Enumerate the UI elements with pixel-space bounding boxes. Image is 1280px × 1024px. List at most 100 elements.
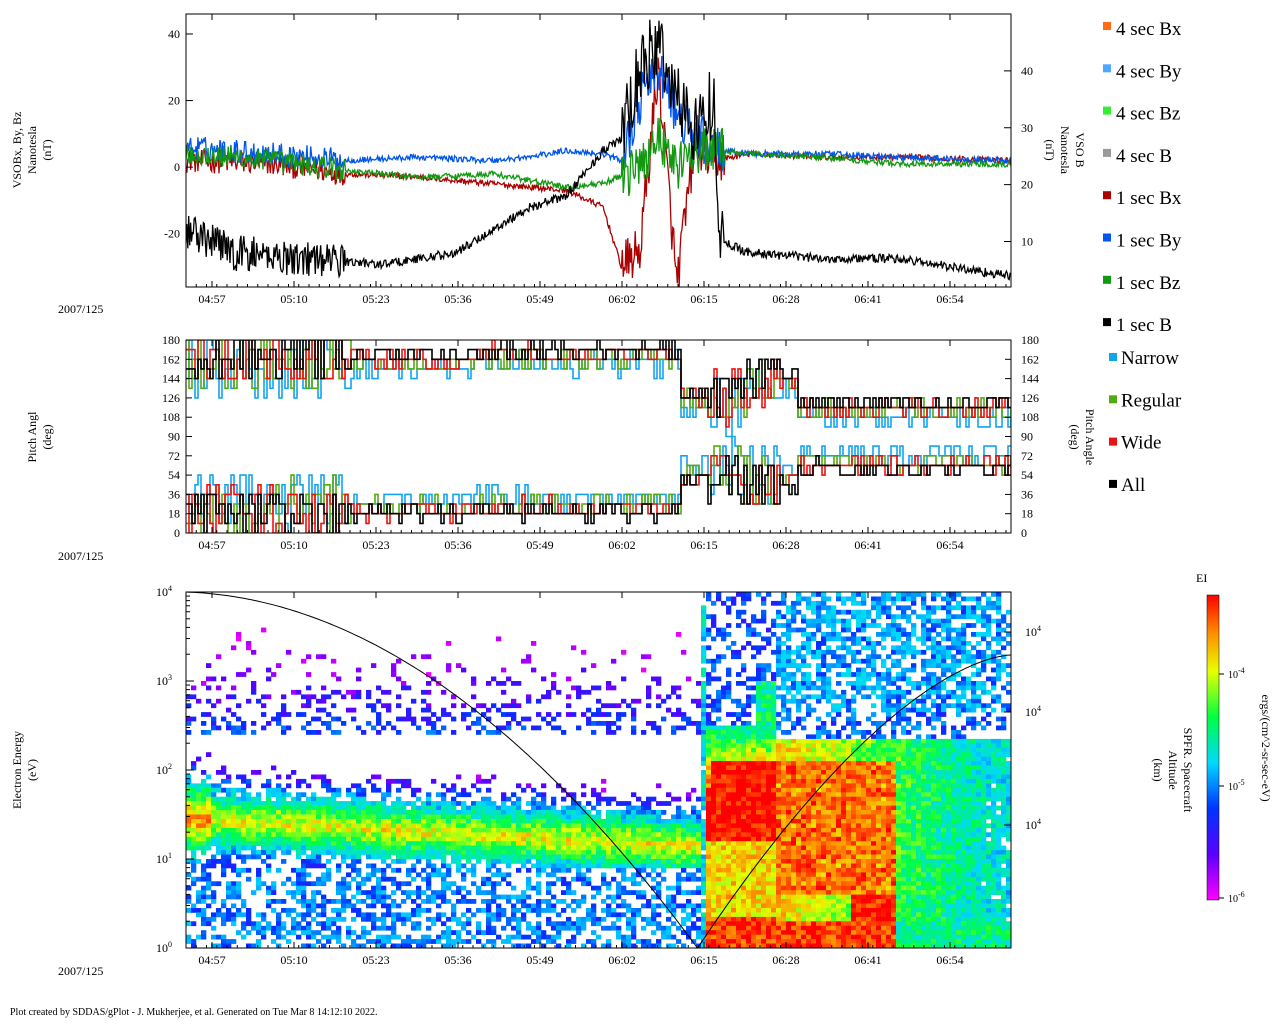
heat-cell	[296, 805, 302, 811]
heat-cell	[211, 787, 217, 793]
heat-cell	[786, 850, 792, 855]
heat-cell	[196, 756, 202, 762]
heat-cell	[191, 841, 197, 846]
heat-cell	[571, 921, 577, 927]
heat-cell	[661, 801, 667, 806]
y-right-tick-label: 108	[1021, 410, 1039, 424]
heat-cell	[786, 609, 792, 615]
heat-cell	[331, 805, 337, 811]
heat-cell	[451, 827, 457, 833]
heat-cell	[786, 792, 792, 798]
heat-cell	[596, 836, 602, 842]
heat-cell	[626, 854, 632, 860]
x-tick-label: 06:02	[608, 292, 635, 306]
heat-cell	[806, 787, 812, 793]
heat-cell	[231, 881, 237, 887]
heat-cell	[476, 805, 482, 811]
heat-cell	[591, 805, 597, 811]
heat-cell	[766, 885, 772, 891]
y-tick-label: 54	[168, 468, 180, 482]
heat-cell	[256, 770, 262, 775]
heat-cell	[631, 845, 637, 851]
heat-cell	[396, 694, 402, 700]
heat-cell	[306, 912, 312, 918]
heat-cell	[321, 832, 327, 838]
heat-cell	[621, 899, 627, 904]
heat-cell	[526, 908, 532, 913]
heat-cell	[416, 787, 422, 793]
heat-cell	[776, 943, 782, 948]
heat-cell	[266, 899, 272, 904]
heat-cell	[546, 810, 552, 815]
heat-cell	[306, 805, 312, 811]
heat-cell	[266, 694, 272, 700]
heat-cell	[306, 930, 312, 935]
heat-cell	[441, 792, 447, 798]
heat-cell	[686, 916, 692, 922]
heat-cell	[466, 930, 472, 935]
heat-cell	[301, 841, 307, 846]
heat-cell	[246, 783, 252, 789]
heat-cell	[731, 712, 737, 717]
heat-cell	[386, 841, 392, 846]
heat-cell	[771, 832, 777, 838]
heat-cell	[766, 827, 772, 833]
heat-cell	[326, 787, 332, 793]
heat-cell	[596, 921, 602, 927]
heat-cell	[471, 872, 477, 878]
heat-cell	[356, 814, 362, 820]
heat-cell	[336, 908, 342, 913]
heat-cell	[476, 930, 482, 935]
heat-cell	[316, 698, 322, 704]
heat-cell	[546, 836, 552, 842]
heat-cell	[196, 805, 202, 811]
heat-cell	[826, 618, 832, 624]
heat-cell	[266, 814, 272, 820]
heat-cell	[716, 698, 722, 704]
heat-cell	[186, 827, 192, 833]
heat-cell	[741, 778, 747, 784]
heat-cell	[776, 725, 782, 731]
heat-cell	[486, 827, 492, 833]
heat-cell	[731, 854, 737, 860]
heat-cell	[601, 827, 607, 833]
heat-cell	[526, 925, 532, 931]
heat-cell	[796, 903, 802, 909]
heat-cell	[761, 841, 767, 846]
heat-cell	[606, 721, 612, 726]
heat-cell	[821, 774, 827, 780]
heat-cell	[636, 890, 642, 895]
heat-cell	[241, 819, 247, 824]
heat-cell	[771, 836, 777, 842]
x-tick-label: 05:10	[280, 292, 307, 306]
heat-cell	[456, 899, 462, 904]
y-tick-label: 36	[168, 487, 180, 501]
heat-cell	[336, 934, 342, 940]
heat-cell	[291, 814, 297, 820]
heat-cell	[496, 681, 502, 686]
heat-cell	[816, 845, 822, 851]
heat-cell	[766, 770, 772, 775]
heat-cell	[536, 850, 542, 855]
heat-cell	[301, 876, 307, 882]
heat-cell	[196, 823, 202, 829]
heat-cell	[416, 943, 422, 948]
heat-cell	[281, 725, 287, 731]
heat-cell	[286, 908, 292, 913]
heat-cell	[371, 867, 377, 873]
heat-cell	[631, 841, 637, 846]
y-right-tick-label: 0	[1021, 526, 1027, 540]
heat-cell	[756, 836, 762, 842]
heat-cell	[451, 783, 457, 789]
heat-cell	[311, 814, 317, 820]
heat-cell	[766, 894, 772, 900]
heat-cell	[266, 921, 272, 927]
heat-cell	[746, 885, 752, 891]
heat-cell	[421, 899, 427, 904]
heat-cell	[556, 876, 562, 882]
heat-cell	[641, 805, 647, 811]
heat-cell	[471, 681, 477, 686]
heat-cell	[756, 943, 762, 948]
heat-cell	[466, 725, 472, 731]
heat-cell	[686, 899, 692, 904]
